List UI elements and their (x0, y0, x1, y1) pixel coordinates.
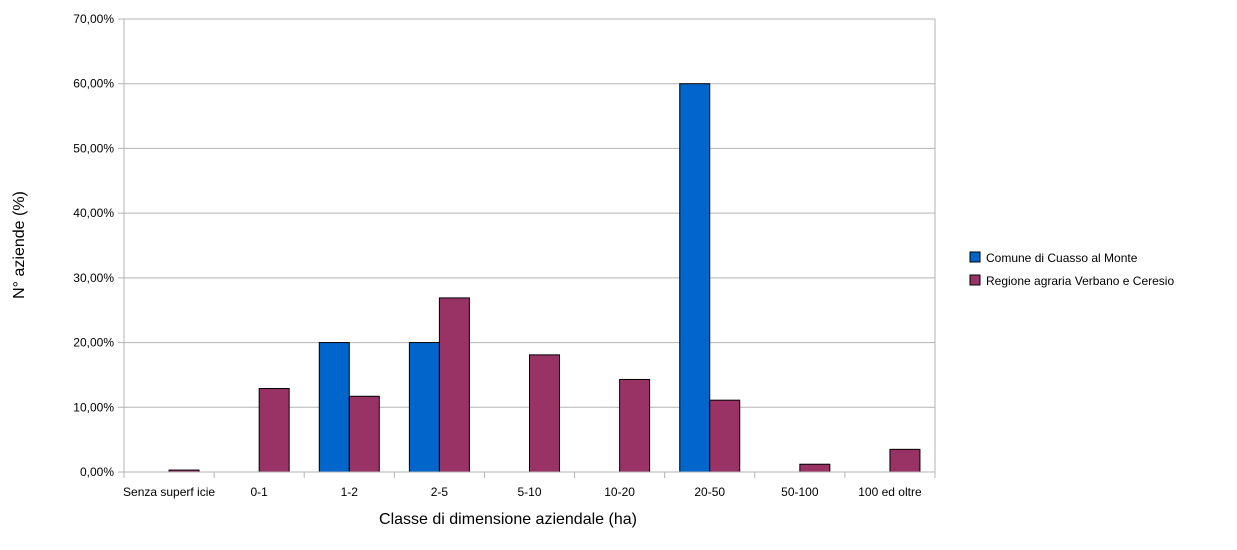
bar-regione-7 (799, 463, 831, 473)
bar-comune-6 (679, 83, 711, 473)
y-tick-label: 20,00% (73, 336, 114, 350)
x-tick-labels: Senza superf icie 0-1 1-2 2-5 5-10 10-20 20-50… (123, 485, 922, 499)
x-tick-label: 10-20 (604, 485, 635, 499)
y-tick-label: 60,00% (73, 77, 114, 91)
bar-regione-2 (348, 395, 380, 473)
legend: Comune di Cuasso al Monte Regione agraria… (969, 251, 1174, 288)
axes (123, 19, 936, 478)
y-tick-label: 10,00% (73, 400, 114, 414)
bars (168, 83, 921, 473)
x-tick-label: 50-100 (781, 485, 819, 499)
x-axis-title: Classe di dimensione aziendale (ha) (379, 511, 637, 528)
bar-regione-5 (619, 378, 651, 473)
y-tick-label: 70,00% (73, 12, 114, 26)
x-tick-label: 0-1 (250, 485, 268, 499)
y-tick-label: 0,00% (80, 465, 114, 479)
y-tick-label: 30,00% (73, 271, 114, 285)
x-tick-label: 20-50 (694, 485, 725, 499)
x-tick-label: Senza superf icie (123, 485, 215, 499)
y-tick-labels: 0,00% 10,00% 20,00% 30,00% 40,00% 50,00% 60,00… (73, 12, 114, 479)
bar-comune-2 (318, 342, 350, 473)
bar-regione-3 (438, 297, 470, 473)
y-tick-label: 40,00% (73, 206, 114, 220)
legend-swatch (969, 251, 981, 263)
y-tick-label: 50,00% (73, 141, 114, 155)
x-tick-label: 100 ed oltre (858, 485, 922, 499)
gridlines (118, 18, 935, 473)
legend-label: Comune di Cuasso al Monte (986, 251, 1138, 265)
x-tick-label: 5-10 (517, 485, 541, 499)
bar-regione-1 (258, 388, 290, 473)
bar-regione-8 (889, 448, 921, 473)
legend-label: Regione agraria Verbano e Ceresio (986, 274, 1174, 288)
legend-swatch (969, 274, 981, 286)
bar-comune-3 (408, 342, 440, 473)
x-tick-label: 1-2 (341, 485, 359, 499)
y-axis-title: N° aziende (%) (11, 191, 28, 299)
x-tick-label: 2-5 (431, 485, 449, 499)
bar-regione-4 (529, 354, 560, 473)
bar-regione-6 (709, 399, 741, 473)
